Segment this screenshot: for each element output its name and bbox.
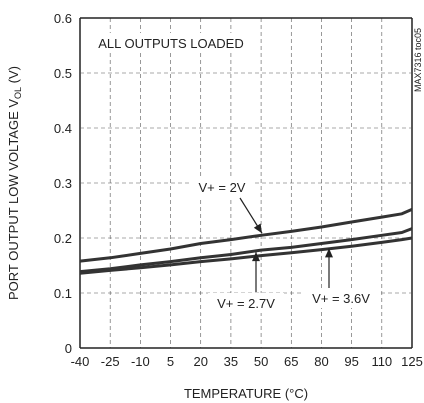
x-tick-label: -10 (131, 354, 150, 369)
y-axis-label: PORT OUTPUT LOW VOLTAGE VOL (V) (6, 66, 23, 300)
y-tick-label: 0.1 (54, 286, 72, 301)
label-v-2-7v-bg (208, 293, 284, 313)
x-tick-label: 35 (224, 354, 238, 369)
arrow-v-2-7v-head (252, 252, 260, 262)
x-tick-label: -25 (101, 354, 120, 369)
series-line-1 (79, 208, 413, 263)
arrow-v-2v-head (253, 223, 262, 234)
figure-id: MAX7316 toc05 (413, 28, 423, 92)
series-lines (79, 208, 413, 275)
series-line-3 (79, 236, 413, 275)
x-tick-label: 65 (284, 354, 298, 369)
y-tick-label: 0.3 (54, 176, 72, 191)
y-tick-label: 0.6 (54, 11, 72, 26)
series-line-2 (79, 227, 413, 274)
y-tick-label: 0.5 (54, 66, 72, 81)
all-outputs-loaded-label-bg (85, 33, 257, 53)
label-v-3-6v: V+ = 3.6V (312, 291, 370, 306)
all-outputs-loaded-label: ALL OUTPUTS LOADED (98, 36, 243, 51)
x-tick-label: 125 (401, 354, 423, 369)
y-tick-label: 0.4 (54, 121, 72, 136)
x-tick-label: -40 (71, 354, 90, 369)
x-tick-label: 50 (254, 354, 268, 369)
x-tick-label: 80 (314, 354, 328, 369)
y-axis-label-tail: (V) (6, 66, 21, 87)
y-tick-label: 0 (65, 341, 72, 356)
x-tick-label: 20 (193, 354, 207, 369)
tick-labels: -40 -25 -10 5 20 35 50 65 80 95 110 125 0 0.1 0.2 0.3 0.… (54, 11, 423, 369)
y-tick-label: 0.2 (54, 231, 72, 246)
y-axis-label-main: PORT OUTPUT LOW VOLTAGE V (6, 99, 21, 300)
annotations: ALL OUTPUTS LOADED V+ = 2V V+ = 2.7V V+ = 3… (85, 33, 379, 313)
x-tick-label: 110 (371, 354, 392, 369)
x-tick-label: 5 (167, 354, 174, 369)
label-v-2v: V+ = 2V (199, 180, 246, 195)
y-axis-label-sub: OL (13, 87, 23, 99)
label-v-3-6v-bg (303, 288, 379, 308)
arrow-v-3-6v-head (325, 248, 333, 258)
x-axis-label: TEMPERATURE (°C) (184, 386, 308, 401)
label-v-2v-bg (189, 177, 255, 197)
x-tick-label: 95 (344, 354, 358, 369)
grid (79, 17, 413, 349)
label-v-2-7v: V+ = 2.7V (217, 296, 275, 311)
